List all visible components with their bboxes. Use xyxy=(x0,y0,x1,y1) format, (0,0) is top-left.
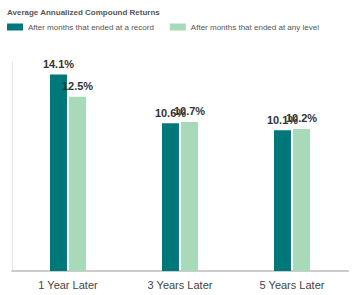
svg-text:5 Years Later: 5 Years Later xyxy=(260,279,325,291)
svg-text:1 Year Later: 1 Year Later xyxy=(38,279,98,291)
svg-text:10.2%: 10.2% xyxy=(286,112,317,124)
svg-text:10.6%: 10.6% xyxy=(154,106,187,119)
svg-text:14.1%: 14.1% xyxy=(43,58,74,70)
svg-text:10.7%: 10.7% xyxy=(174,105,205,117)
svg-text:12.5%: 12.5% xyxy=(62,80,93,92)
svg-text:Average Annualized Compound Re: Average Annualized Compound Returns xyxy=(7,8,160,17)
svg-text:After months that ended at a r: After months that ended at a record xyxy=(28,23,154,32)
svg-text:After months that ended at any: After months that ended at any level xyxy=(191,23,319,32)
svg-text:10.1%: 10.1% xyxy=(266,113,299,126)
svg-text:3 Years Later: 3 Years Later xyxy=(148,279,213,291)
